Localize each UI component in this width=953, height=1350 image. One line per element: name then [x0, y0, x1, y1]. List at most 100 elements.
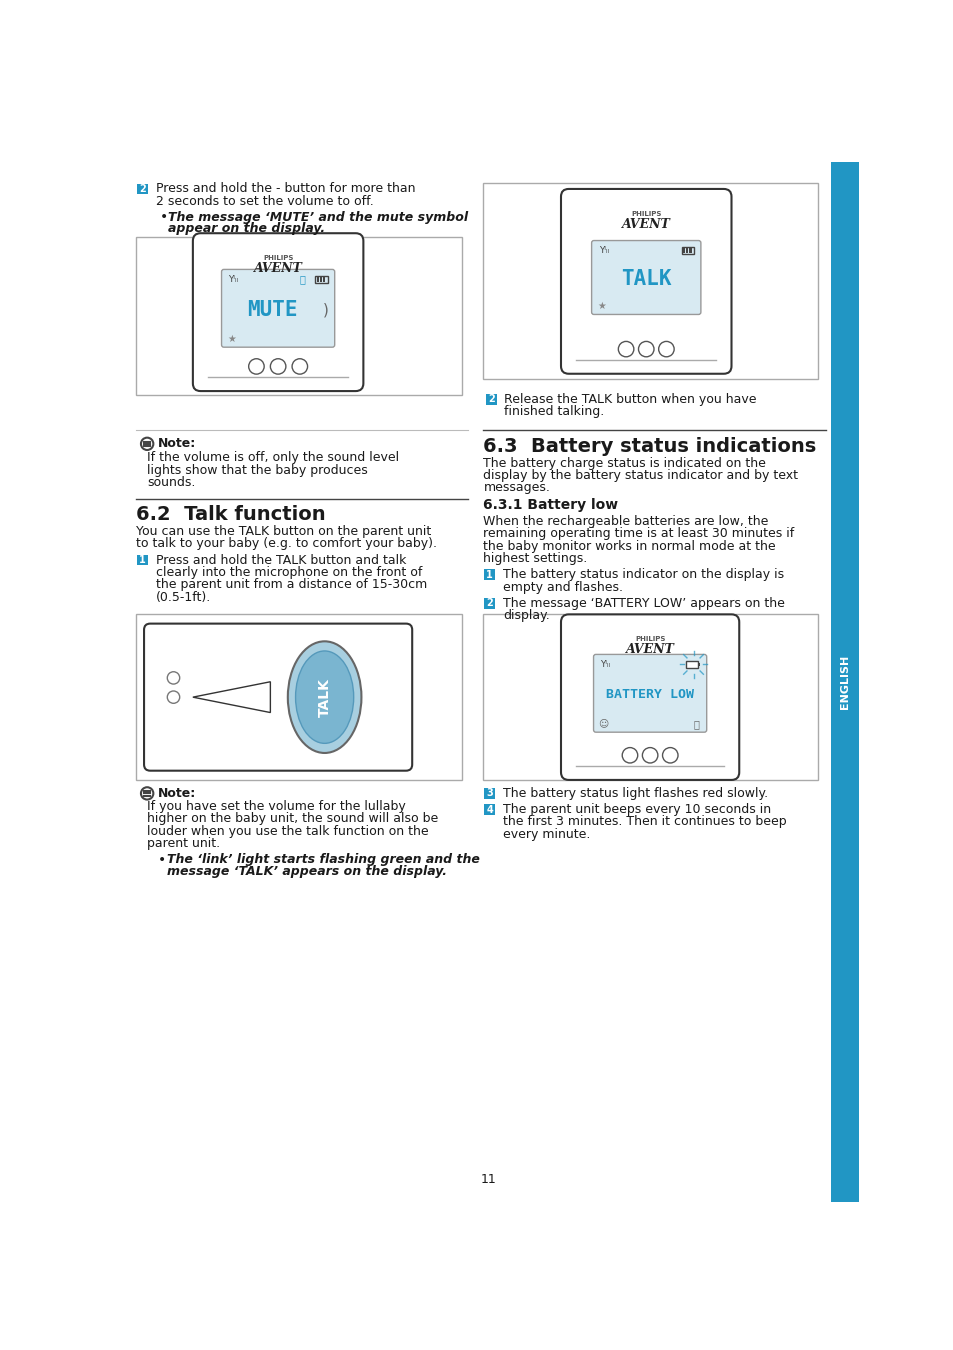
- Text: 🔇: 🔇: [299, 274, 305, 285]
- Text: display.: display.: [502, 609, 549, 622]
- Text: Note:: Note:: [158, 437, 196, 451]
- Text: ★: ★: [597, 301, 605, 310]
- Circle shape: [249, 359, 264, 374]
- Text: remaining operating time is at least 30 minutes if: remaining operating time is at least 30 …: [483, 528, 794, 540]
- Text: message ‘TALK’ appears on the display.: message ‘TALK’ appears on the display.: [167, 865, 447, 879]
- FancyBboxPatch shape: [137, 555, 148, 566]
- Text: highest settings.: highest settings.: [483, 552, 587, 566]
- Text: clearly into the microphone on the front of: clearly into the microphone on the front…: [155, 566, 421, 579]
- FancyBboxPatch shape: [484, 788, 495, 799]
- FancyBboxPatch shape: [483, 182, 818, 379]
- FancyBboxPatch shape: [685, 248, 688, 252]
- FancyBboxPatch shape: [316, 277, 319, 282]
- Text: MUTE: MUTE: [247, 300, 297, 320]
- Text: •: •: [159, 211, 168, 224]
- Text: The message ‘BATTERY LOW’ appears on the: The message ‘BATTERY LOW’ appears on the: [502, 597, 784, 610]
- FancyBboxPatch shape: [591, 240, 700, 315]
- Text: higher on the baby unit, the sound will also be: higher on the baby unit, the sound will …: [147, 813, 438, 825]
- Circle shape: [641, 748, 658, 763]
- Text: The message ‘MUTE’ and the mute symbol: The message ‘MUTE’ and the mute symbol: [168, 211, 468, 224]
- Text: lights show that the baby produces: lights show that the baby produces: [147, 463, 368, 477]
- FancyBboxPatch shape: [137, 184, 148, 194]
- Text: 2: 2: [486, 598, 493, 609]
- Text: appear on the display.: appear on the display.: [168, 223, 325, 235]
- Text: Press and hold the TALK button and talk: Press and hold the TALK button and talk: [155, 554, 406, 567]
- Text: ★: ★: [227, 333, 235, 344]
- Text: 1: 1: [486, 570, 493, 579]
- Text: The battery charge status is indicated on the: The battery charge status is indicated o…: [483, 456, 765, 470]
- Text: 1: 1: [139, 555, 146, 566]
- FancyBboxPatch shape: [323, 277, 325, 282]
- Text: Release the TALK button when you have: Release the TALK button when you have: [504, 393, 756, 405]
- Circle shape: [658, 342, 674, 356]
- Text: Yᴵₗₗ: Yᴵₗₗ: [229, 275, 238, 284]
- FancyBboxPatch shape: [136, 614, 461, 779]
- Text: the first 3 minutes. Then it continues to beep: the first 3 minutes. Then it continues t…: [502, 815, 785, 829]
- FancyBboxPatch shape: [560, 614, 739, 780]
- Text: If you have set the volume for the lullaby: If you have set the volume for the lulla…: [147, 801, 405, 813]
- Text: Note:: Note:: [158, 787, 196, 801]
- Ellipse shape: [288, 641, 361, 753]
- Circle shape: [618, 342, 633, 356]
- Circle shape: [638, 342, 654, 356]
- FancyBboxPatch shape: [685, 662, 698, 667]
- FancyBboxPatch shape: [193, 234, 363, 392]
- Text: 3: 3: [486, 788, 493, 798]
- Text: ☺: ☺: [598, 718, 608, 729]
- FancyBboxPatch shape: [485, 394, 497, 405]
- Text: TALK: TALK: [317, 678, 332, 717]
- FancyBboxPatch shape: [593, 655, 706, 732]
- Text: finished talking.: finished talking.: [504, 405, 604, 418]
- Text: ENGLISH: ENGLISH: [839, 655, 849, 709]
- FancyBboxPatch shape: [483, 614, 818, 779]
- Text: 11: 11: [480, 1173, 497, 1187]
- Text: PHILIPS: PHILIPS: [263, 255, 293, 261]
- FancyBboxPatch shape: [328, 278, 329, 281]
- Circle shape: [141, 437, 153, 450]
- FancyBboxPatch shape: [144, 624, 412, 771]
- Text: If the volume is off, only the sound level: If the volume is off, only the sound lev…: [147, 451, 399, 464]
- Circle shape: [270, 359, 286, 374]
- Text: TALK: TALK: [620, 269, 671, 289]
- FancyBboxPatch shape: [682, 248, 684, 252]
- Text: 2 seconds to set the volume to off.: 2 seconds to set the volume to off.: [155, 194, 373, 208]
- Text: PHILIPS: PHILIPS: [635, 636, 664, 643]
- Circle shape: [141, 787, 153, 799]
- Circle shape: [621, 748, 637, 763]
- Text: empty and flashes.: empty and flashes.: [502, 580, 622, 594]
- FancyBboxPatch shape: [693, 248, 695, 252]
- Circle shape: [167, 672, 179, 684]
- FancyBboxPatch shape: [484, 805, 495, 815]
- Text: to talk to your baby (e.g. to comfort your baby).: to talk to your baby (e.g. to comfort yo…: [136, 537, 436, 551]
- Text: 2: 2: [139, 184, 146, 194]
- Text: parent unit.: parent unit.: [147, 837, 220, 850]
- Text: every minute.: every minute.: [502, 828, 590, 841]
- Text: ⏻: ⏻: [693, 718, 699, 729]
- Ellipse shape: [295, 651, 354, 744]
- Polygon shape: [193, 682, 270, 713]
- Text: (0.5-1ft).: (0.5-1ft).: [155, 590, 211, 603]
- FancyBboxPatch shape: [484, 570, 495, 580]
- FancyBboxPatch shape: [319, 277, 322, 282]
- Text: Yᴵₗₗ: Yᴵₗₗ: [598, 246, 608, 255]
- Text: Yᴵₗₗ: Yᴵₗₗ: [599, 660, 610, 670]
- Text: You can use the TALK button on the parent unit: You can use the TALK button on the paren…: [136, 525, 431, 539]
- FancyBboxPatch shape: [484, 598, 495, 609]
- Text: BATTERY LOW: BATTERY LOW: [605, 688, 694, 702]
- Circle shape: [292, 359, 307, 374]
- Text: 4: 4: [486, 805, 493, 814]
- FancyBboxPatch shape: [221, 270, 335, 347]
- FancyBboxPatch shape: [560, 189, 731, 374]
- Circle shape: [661, 748, 678, 763]
- Text: The ‘link’ light starts flashing green and the: The ‘link’ light starts flashing green a…: [167, 853, 479, 867]
- Text: •: •: [158, 853, 166, 867]
- Text: The battery status light flashes red slowly.: The battery status light flashes red slo…: [502, 787, 767, 801]
- Text: AVENT: AVENT: [625, 644, 674, 656]
- Text: louder when you use the talk function on the: louder when you use the talk function on…: [147, 825, 428, 837]
- Text: ): ): [323, 302, 329, 317]
- Text: sounds.: sounds.: [147, 475, 195, 489]
- Text: AVENT: AVENT: [253, 262, 302, 275]
- FancyBboxPatch shape: [688, 248, 691, 252]
- Bar: [831, 162, 858, 1202]
- Text: 6.3  Battery status indications: 6.3 Battery status indications: [483, 437, 816, 456]
